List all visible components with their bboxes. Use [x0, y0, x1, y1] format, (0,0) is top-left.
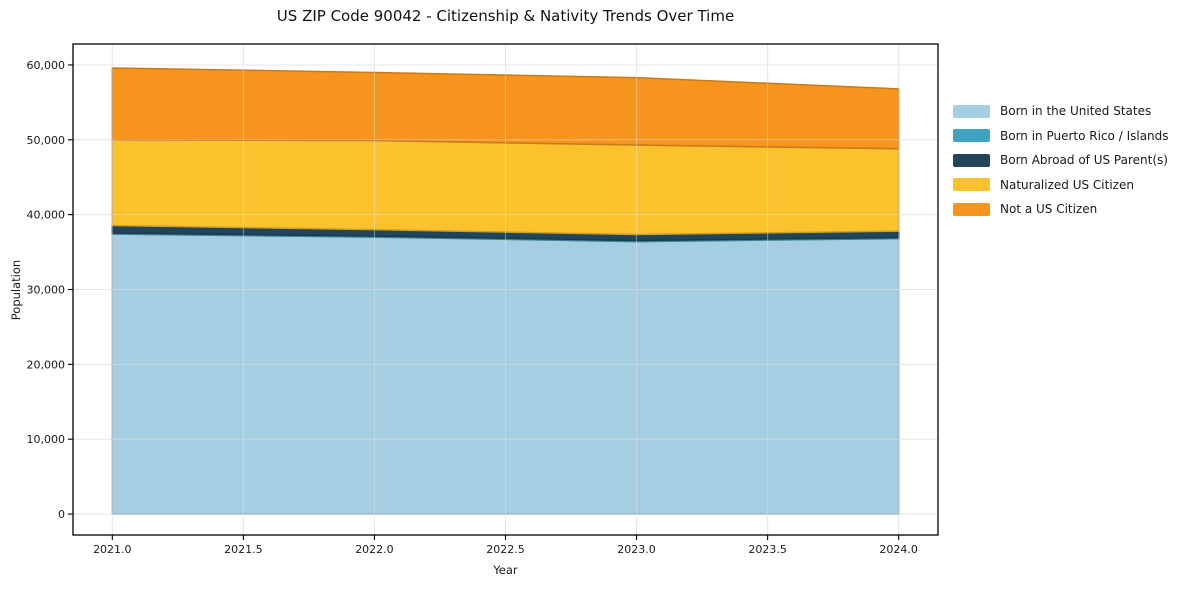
legend-label: Not a US Citizen [1000, 202, 1098, 216]
x-tick-label: 2024.0 [879, 543, 918, 556]
y-tick-label: 30,000 [27, 284, 66, 297]
legend-label: Naturalized US Citizen [1000, 177, 1134, 192]
legend-label: Born in the United States [1000, 104, 1152, 118]
legend-item: Naturalized US Citizen [953, 178, 1169, 192]
y-tick-label: 0 [58, 508, 65, 521]
y-tick-label: 40,000 [27, 209, 66, 222]
legend-item: Not a US Citizen [953, 202, 1169, 216]
legend-label: Born Abroad of US Parent(s) [1000, 153, 1168, 167]
y-tick-label: 50,000 [27, 134, 66, 147]
axis-ticks [68, 64, 900, 540]
y-axis-label: Population [9, 259, 23, 321]
x-tick-label: 2022.0 [355, 543, 394, 556]
legend-swatch-icon [953, 178, 990, 191]
gridlines-overlay [73, 44, 938, 535]
x-axis-label: Year [493, 563, 518, 577]
x-tick-label: 2021.0 [93, 543, 132, 556]
area-not-a-us-citizen [111, 67, 900, 150]
legend-swatch-icon [953, 153, 990, 167]
x-tick-label: 2021.5 [224, 543, 263, 556]
y-tick-label: 60,000 [27, 59, 66, 72]
tick-labels: 2021.0 2021.5 2022.0 2022.5 2023.0 2023.5 2024… [27, 59, 918, 556]
legend-item: Born in the United States [953, 104, 1169, 118]
y-tick-label: 20,000 [27, 358, 66, 371]
legend-swatch-icon [953, 104, 990, 118]
legend-swatch-icon [953, 202, 990, 216]
x-tick-label: 2022.5 [486, 543, 525, 556]
area-series [111, 67, 900, 515]
y-tick-label: 10,000 [27, 433, 66, 446]
legend-label: Born in Puerto Rico / Islands [1000, 128, 1169, 143]
legend-swatch-icon [953, 129, 990, 142]
legend-item: Born in Puerto Rico / Islands [953, 129, 1169, 143]
x-tick-label: 2023.5 [748, 543, 787, 556]
legend: Born in the United States Born in Puerto … [953, 104, 1169, 216]
chart-title: US ZIP Code 90042 - Citizenship & Nativi… [276, 7, 735, 25]
x-tick-label: 2023.0 [617, 543, 656, 556]
legend-item: Born Abroad of US Parent(s) [953, 153, 1169, 167]
